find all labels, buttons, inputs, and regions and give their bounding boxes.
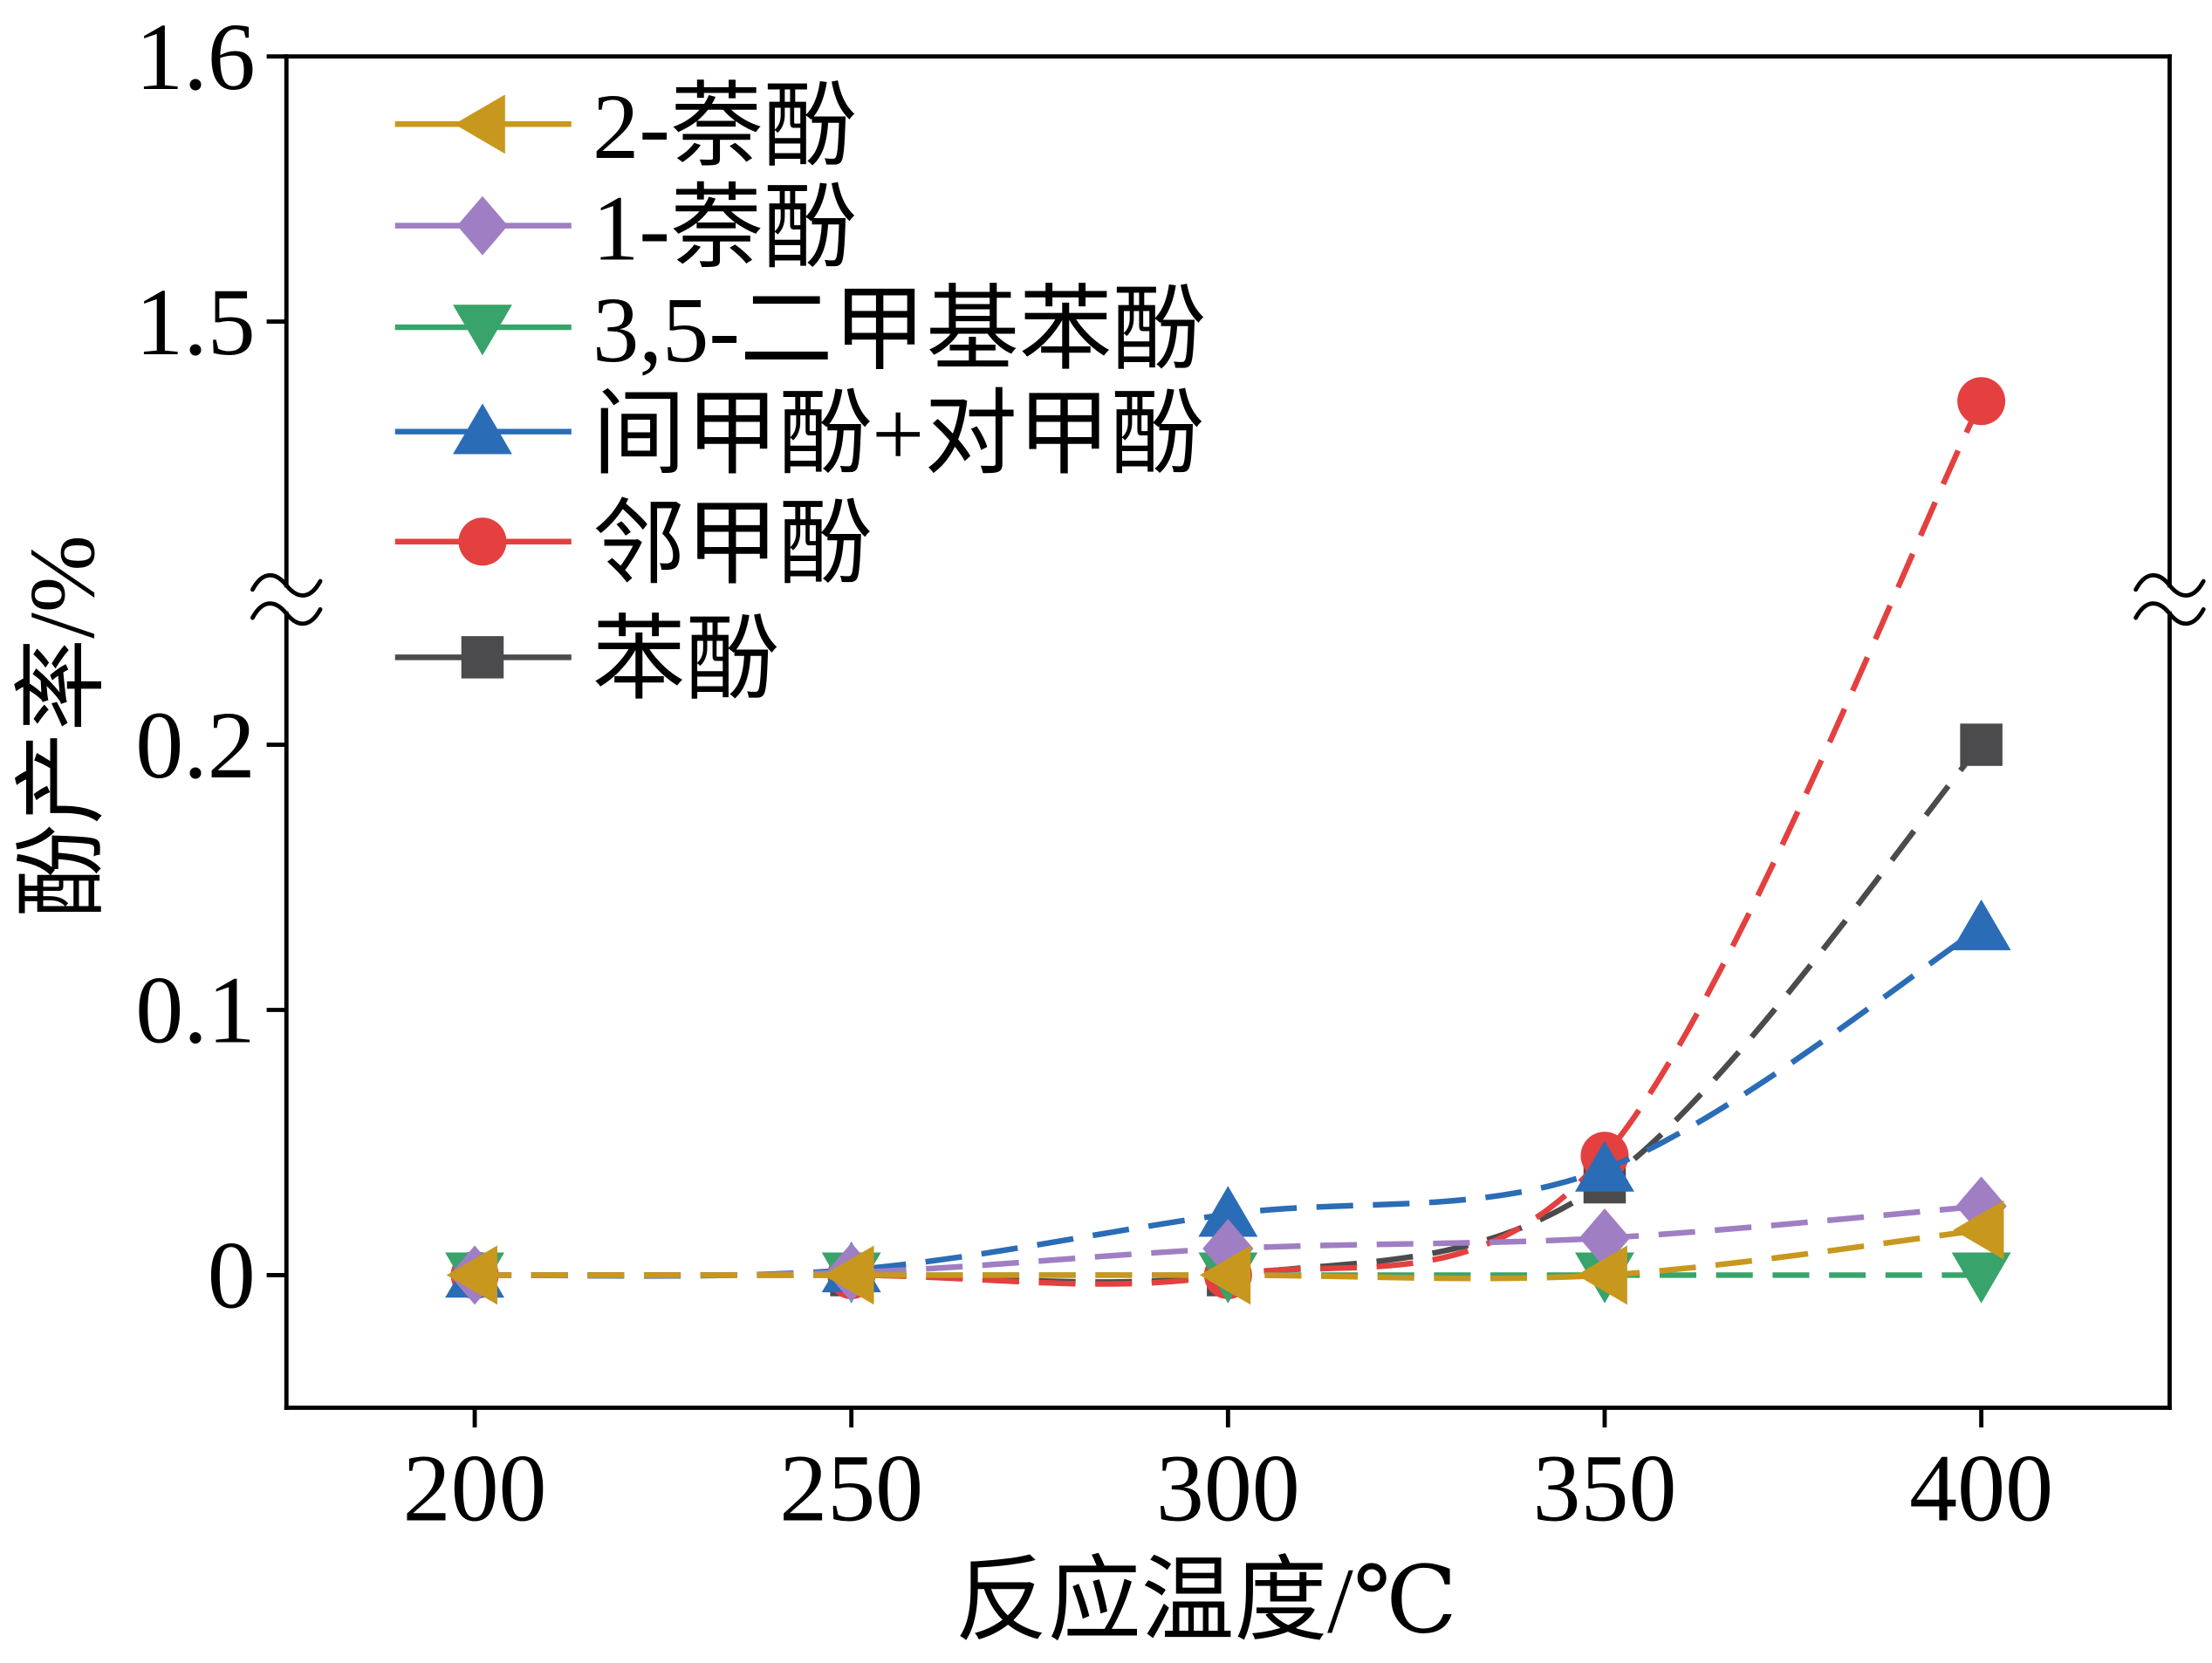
legend-label: 3,5-二甲基苯酚: [592, 279, 1205, 382]
data-point-s4-x300: [1198, 1186, 1258, 1237]
legend-item-1: 2-萘酚: [394, 76, 856, 179]
y-tick-label-3: 0.2: [135, 692, 255, 798]
data-point-s1-x400: [1953, 1200, 2004, 1260]
data-point-s4-x350: [1575, 1140, 1634, 1192]
data-point-s5-x400: [1957, 377, 2006, 426]
plot-area: [445, 377, 2011, 1305]
y-axis-title: 酚产率/%: [11, 535, 114, 918]
legend-label: 邻甲酚: [592, 494, 872, 597]
x-tick-label-1: 200: [403, 1435, 547, 1542]
legend-marker: [461, 636, 504, 679]
x-axis-title: 反应温度/℃: [955, 1550, 1457, 1653]
data-point-s1-x200: [446, 1245, 497, 1305]
legend-label: 1-萘酚: [592, 177, 856, 280]
break-wave-lower: [250, 601, 323, 626]
legend-item-2: 1-萘酚: [394, 177, 856, 280]
legend-label: 间甲酚+对甲酚: [592, 383, 1203, 486]
y-axis-break-left: [250, 572, 323, 626]
data-point-s4-x400: [1951, 899, 2011, 951]
data-point-s1-x250: [823, 1245, 874, 1305]
x-tick-label-3: 300: [1156, 1435, 1300, 1542]
x-tick-label-5: 400: [1909, 1435, 2053, 1542]
data-point-s3-x400: [1951, 1252, 2011, 1304]
x-tick-label-4: 350: [1533, 1435, 1677, 1542]
break-wave-upper: [250, 572, 323, 598]
y-tick-label-4: 1.5: [135, 269, 255, 375]
legend-marker: [453, 403, 512, 455]
y-tick-label-1: 0: [208, 1222, 256, 1329]
data-point-s1-x300: [1200, 1245, 1251, 1305]
y-tick-label-5: 1.6: [135, 3, 255, 110]
legend-marker: [456, 195, 509, 256]
break-wave-lower: [2133, 601, 2206, 626]
legend-marker: [458, 517, 507, 566]
legend-label: 苯酚: [592, 609, 778, 712]
legend-item-4: 间甲酚+对甲酚: [394, 383, 1203, 486]
legend-item-3: 3,5-二甲基苯酚: [394, 279, 1205, 382]
axes: 0 0.1 0.2 1.5 1.6 200 250 300 350 400: [135, 3, 2206, 1542]
data-point-s1-x350: [1576, 1245, 1627, 1305]
legend-item-6: 苯酚: [394, 609, 778, 712]
legend-marker: [454, 94, 505, 154]
data-point-s6-x400: [1960, 723, 2003, 766]
legend-item-5: 邻甲酚: [394, 494, 872, 597]
legend-label: 2-萘酚: [592, 76, 856, 179]
series-1: [446, 1200, 2004, 1305]
legend-marker: [453, 305, 512, 356]
x-tick-label-2: 250: [779, 1435, 923, 1542]
y-axis-break-right: [2133, 572, 2206, 626]
y-tick-label-2: 0.1: [135, 957, 255, 1064]
break-wave-upper: [2133, 572, 2206, 598]
